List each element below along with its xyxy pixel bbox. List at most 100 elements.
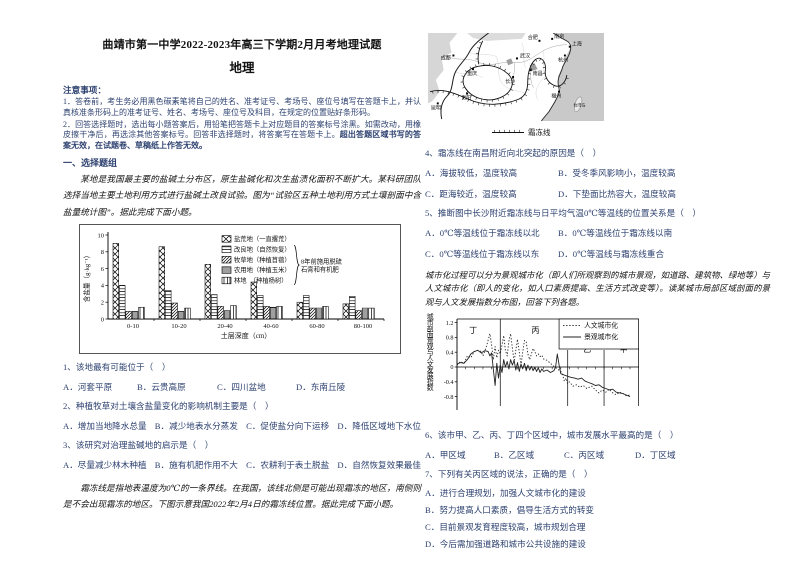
svg-text:上海: 上海 bbox=[572, 41, 582, 48]
svg-text:土层深度（cm）: 土层深度（cm） bbox=[221, 331, 272, 340]
svg-text:武汉: 武汉 bbox=[520, 52, 530, 59]
svg-text:昆明: 昆明 bbox=[431, 105, 441, 111]
question-3-stem: 3、该研究对治理盐碱地的启示是（ ） bbox=[63, 439, 214, 450]
linechart-ylabel: 城市剖面景观与人文发展指数 bbox=[425, 312, 433, 390]
svg-text:4: 4 bbox=[101, 283, 105, 290]
svg-text:-0.8: -0.8 bbox=[444, 393, 454, 400]
question-2: 2、种植牧草对土壤含盐量变化的影响机制主要是（ ） A．增加当地降水总量 B．减… bbox=[63, 400, 421, 432]
notice-item-1: 1．答卷前，考生务必用黑色碳素笔将自己的姓名、准考证号、考场号、座位号填写在答题… bbox=[63, 97, 421, 117]
question-6: 6、该市甲、乙、丙、丁四个区域中，城市发展水平最高的是（ ） A．甲区域 B．乙… bbox=[425, 429, 770, 461]
option: B．乙区域 bbox=[494, 449, 535, 460]
question-7-options: A．进行合理规划，加强人文城市化的建设 B．努力提高人口素质，倡导生活方式的转变… bbox=[425, 489, 770, 549]
svg-text:重庆: 重庆 bbox=[467, 70, 477, 77]
option: D．降低区域地下水位 bbox=[337, 420, 421, 431]
option: C．0℃等温线位于霜冻线以东 bbox=[425, 248, 540, 259]
svg-text:10-20: 10-20 bbox=[171, 323, 186, 330]
option: C．丙区域 bbox=[564, 449, 605, 460]
svg-text:南昌: 南昌 bbox=[533, 70, 543, 77]
svg-text:长沙: 长沙 bbox=[505, 78, 515, 85]
option: C．距海较近，温度较高 bbox=[425, 188, 517, 199]
question-5-stem: 5、推断图中长沙附近霜冻线与日平均气温0℃等温线的位置关系是（ ） bbox=[425, 207, 702, 218]
question-5-options: A．0℃等温线位于霜冻线以北 B．0℃等温线位于霜冻线以南 C．0℃等温线位于霜… bbox=[425, 227, 770, 260]
svg-text:0.4: 0.4 bbox=[446, 349, 454, 356]
svg-text:甲: 甲 bbox=[620, 345, 628, 354]
exam-title: 曲靖市第一中学2022-2023年高三下学期2月月考地理试题 bbox=[102, 39, 382, 51]
stimulus-urbanization: 城市化过程可以分为景观城市化（即人们所观察到的城市景观，如道路、建筑物、绿地等）… bbox=[425, 270, 770, 307]
svg-text:40-60: 40-60 bbox=[263, 323, 278, 330]
option: D．自然恢复效果最佳 bbox=[337, 459, 421, 470]
notice-item-2-text: 2．回答选择题时，选出每小题答案后，用铅笔把答题卡上对应题目的答案标号涂黑。如需… bbox=[63, 119, 421, 140]
option: D．0℃等温线与霜冻线重合 bbox=[558, 248, 665, 259]
svg-text:改良地（自然恢复）: 改良地（自然恢复） bbox=[234, 244, 291, 253]
section-heading: 一、选择题组 bbox=[63, 157, 118, 168]
urbanization-line-chart: 1.2 0.8 0.4 0 -0.4 -0.8 丁 丙乙 甲 人文城市化 景观城市化 bbox=[433, 313, 645, 425]
svg-text:20-40: 20-40 bbox=[217, 323, 232, 330]
svg-text:0: 0 bbox=[101, 316, 104, 323]
svg-text:合肥: 合肥 bbox=[528, 34, 538, 41]
svg-text:乙: 乙 bbox=[584, 345, 592, 354]
option: C．四川盆地 bbox=[217, 381, 266, 392]
svg-text:丁: 丁 bbox=[469, 326, 477, 335]
question-4-stem: 4、霜冻线在南昌附近向北突起的原因是（ ） bbox=[425, 148, 602, 158]
svg-text:成都: 成都 bbox=[441, 54, 451, 61]
svg-text:牧草地（种植苜蓿）: 牧草地（种植苜蓿） bbox=[234, 255, 291, 264]
frost-map-figure: 成都 重庆 贵阳 昆明 武汉 长沙 南昌 合肥 南京 上海 杭州 福州 台湾岛 霜冻线 bbox=[427, 32, 605, 138]
china-frost-map: 成都 重庆 贵阳 昆明 武汉 长沙 南昌 合肥 南京 上海 杭州 福州 台湾岛 bbox=[427, 32, 605, 126]
svg-text:0: 0 bbox=[451, 364, 454, 371]
question-6-stem: 6、该市甲、乙、丙、丁四个区域中，城市发展水平最高的是（ ） bbox=[425, 429, 679, 440]
option: C．促使盐分向下运移 bbox=[246, 420, 330, 431]
option: A．海拔较低，温度较高 bbox=[425, 167, 518, 178]
question-4: 4、霜冻线在南昌附近向北突起的原因是（ ） A．海拔较低，温度较高 B．受冬季风… bbox=[425, 147, 770, 200]
stimulus-frost: 霜冻线是指地表温度为0℃的一条界线。在我国，该线北侧是可能出现霜冻的地区，南侧则… bbox=[63, 482, 421, 509]
option: D．丁区域 bbox=[635, 449, 676, 460]
svg-text:0-10: 0-10 bbox=[127, 323, 139, 330]
right-column: 成都 重庆 贵阳 昆明 武汉 长沙 南昌 合肥 南京 上海 杭州 福州 台湾岛 霜冻线 4、霜冻线在南昌… bbox=[425, 32, 770, 549]
svg-text:丙: 丙 bbox=[532, 326, 540, 335]
svg-text:-0.4: -0.4 bbox=[444, 379, 454, 386]
option: C．农耕利于表土脱盐 bbox=[246, 459, 330, 470]
option: D．今后需加强道路和城市公共设施的建设 bbox=[425, 539, 586, 550]
svg-text:农用地（种植玉米）: 农用地（种植玉米） bbox=[234, 265, 291, 274]
svg-text:0.8: 0.8 bbox=[446, 334, 454, 341]
notice-item-2-bold: 超出答题区域书写的答案无效，在试题卷、草稿纸上作答无效。 bbox=[63, 130, 422, 151]
option: C．目前景观发育程度较高，城市规划合理 bbox=[425, 522, 586, 533]
frost-legend-label: 霜冻线 bbox=[528, 128, 551, 137]
option: B．减少地表水分蒸发 bbox=[154, 420, 238, 431]
frost-line-icon bbox=[491, 127, 525, 138]
option: B．云贵高原 bbox=[137, 381, 186, 392]
question-1: 1、该地最有可能位于（ ） A．河套平原 B．云贵高原 C．四川盆地 D．东南丘… bbox=[63, 361, 421, 393]
option: A．增加当地降水总量 bbox=[63, 420, 147, 431]
svg-text:80-100: 80-100 bbox=[354, 323, 372, 330]
svg-text:盐荒地（一直撂荒）: 盐荒地（一直撂荒） bbox=[234, 234, 291, 243]
option: D．东南丘陵 bbox=[296, 381, 346, 392]
notice-item-2: 2．回答选择题时，选出每小题答案后，用铅笔把答题卡上对应题目的答案标号涂黑。如需… bbox=[63, 120, 421, 152]
svg-text:台湾岛: 台湾岛 bbox=[573, 101, 585, 107]
svg-text:人文城市化: 人文城市化 bbox=[584, 320, 618, 329]
question-4-options: A．海拔较低，温度较高 B．受冬季风影响小，温度较高 C．距海较近，温度较高 D… bbox=[425, 167, 770, 200]
svg-text:贵阳: 贵阳 bbox=[461, 94, 471, 101]
option: B．努力提高人口素质，倡导生活方式的转变 bbox=[425, 504, 595, 515]
svg-text:含盐量（g·kg⁻¹）: 含盐量（g·kg⁻¹） bbox=[82, 252, 91, 303]
option: B．0℃等温线位于霜冻线以南 bbox=[558, 227, 673, 238]
question-1-stem: 1、该地最有可能位于（ ） bbox=[63, 361, 171, 372]
question-3-options: A．尽量减少林木种植 B．施有机肥作用不大 C．农耕利于表土脱盐 D．自然恢复效… bbox=[63, 459, 421, 471]
option: A．甲区域 bbox=[425, 449, 466, 460]
svg-text:8年前施用脱硫: 8年前施用脱硫 bbox=[301, 256, 343, 265]
frost-legend: 霜冻线 bbox=[491, 127, 605, 138]
option: B．受冬季风影响小，温度较高 bbox=[558, 167, 676, 178]
salinity-chart-figure: 0 2 4 6 8 10 0-10 10-20 20-40 40-60 60-80 80-100 土层深… bbox=[79, 223, 401, 354]
question-5: 5、推断图中长沙附近霜冻线与日平均气温0℃等温线的位置关系是（ ） A．0℃等温… bbox=[425, 207, 770, 260]
question-7: 7、下列有关丙区域的说法，正确的是（ ） A．进行合理规划，加强人文城市化的建设… bbox=[425, 468, 770, 549]
salinity-bar-chart: 0 2 4 6 8 10 0-10 10-20 20-40 40-60 60-80 80-100 土层深… bbox=[82, 227, 400, 352]
option: B．施有机肥作用不大 bbox=[154, 459, 238, 470]
svg-text:6: 6 bbox=[101, 266, 105, 273]
svg-text:石膏和有机肥: 石膏和有机肥 bbox=[301, 264, 339, 273]
svg-text:杭州: 杭州 bbox=[558, 56, 568, 63]
option: A．河套平原 bbox=[63, 381, 113, 392]
urbanization-chart-figure: 城市剖面景观与人文发展指数 1.2 0.8 0.4 0 -0.4 -0.8 丁 丙乙 甲 人文城市… bbox=[425, 313, 770, 425]
left-column: 曲靖市第一中学2022-2023年高三下学期2月月考地理试题 地理 注意事项： … bbox=[63, 36, 421, 512]
question-6-options: A．甲区域 B．乙区域 C．丙区域 D．丁区域 bbox=[425, 449, 770, 461]
svg-text:林地 （种植杨树）: 林地 （种植杨树） bbox=[234, 276, 288, 285]
stimulus-salinity: 某地是我国最主要的盐碱土分布区，原生盐碱化和次生盐渍化面积不断扩大。某科研团队选… bbox=[63, 173, 421, 217]
